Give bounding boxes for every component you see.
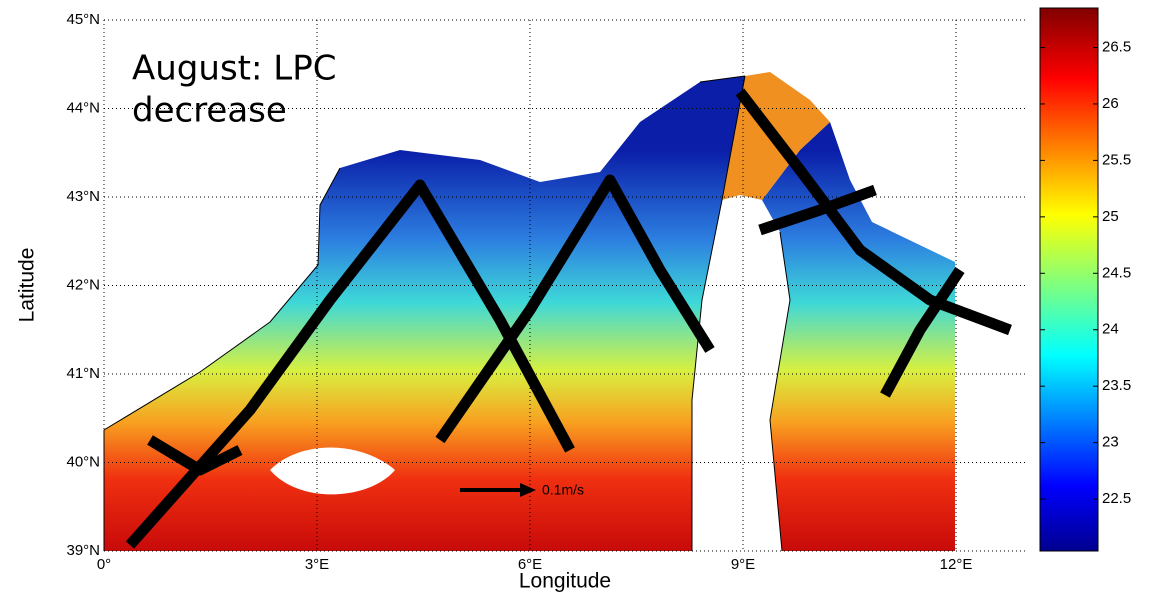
- y-tick-label: 42°N: [66, 276, 100, 293]
- x-tick-label: 6°E: [518, 556, 542, 573]
- colorbar-tick-label: 22.5: [1102, 490, 1131, 507]
- y-tick-label: 39°N: [66, 542, 100, 559]
- vector-track: [735, 88, 1012, 336]
- colorbar: [1039, 7, 1099, 552]
- annotation: decrease: [132, 91, 287, 131]
- colorbar-tick-label: 26.5: [1102, 38, 1131, 55]
- colorbar-tick-label: 25.5: [1102, 151, 1131, 168]
- y-tick-label: 43°N: [66, 188, 100, 205]
- vector-track: [435, 174, 715, 444]
- scale-label: 0.1m/s: [542, 482, 584, 498]
- coastline-contour: [103, 75, 791, 552]
- y-axis-label: Latitude: [16, 248, 39, 323]
- sst-field: [103, 72, 955, 552]
- vector-track: [880, 266, 965, 398]
- western-basin: [104, 76, 745, 551]
- vector-track: [147, 435, 243, 476]
- y-tick-label: 45°N: [66, 11, 100, 28]
- colorbar-tick-label: 24.5: [1102, 264, 1131, 281]
- colorbar-tick-label: 24: [1102, 321, 1119, 338]
- y-tick-label: 44°N: [66, 99, 100, 116]
- tyrrhenian-basin: [762, 122, 955, 551]
- x-tick-label: 3°E: [305, 556, 329, 573]
- scale-arrow-head: [520, 483, 536, 497]
- colorbar-tick-label: 23: [1102, 434, 1119, 451]
- y-tick-label: 41°N: [66, 365, 100, 382]
- x-tick-label: 0°: [97, 556, 111, 573]
- annotation: August: LPC: [132, 49, 336, 89]
- scale-arrow: 0.1m/s: [460, 482, 584, 498]
- x-tick-label: 9°E: [731, 556, 755, 573]
- balearic-island: [270, 447, 395, 495]
- colorbar-tick-label: 25: [1102, 208, 1119, 225]
- x-axis-label: Longitude: [519, 570, 611, 593]
- colorbar-tick-label: 26: [1102, 95, 1119, 112]
- y-tick-label: 40°N: [66, 453, 100, 470]
- colorbar-tick-label: 23.5: [1102, 377, 1131, 394]
- x-tick-label: 12°E: [940, 556, 973, 573]
